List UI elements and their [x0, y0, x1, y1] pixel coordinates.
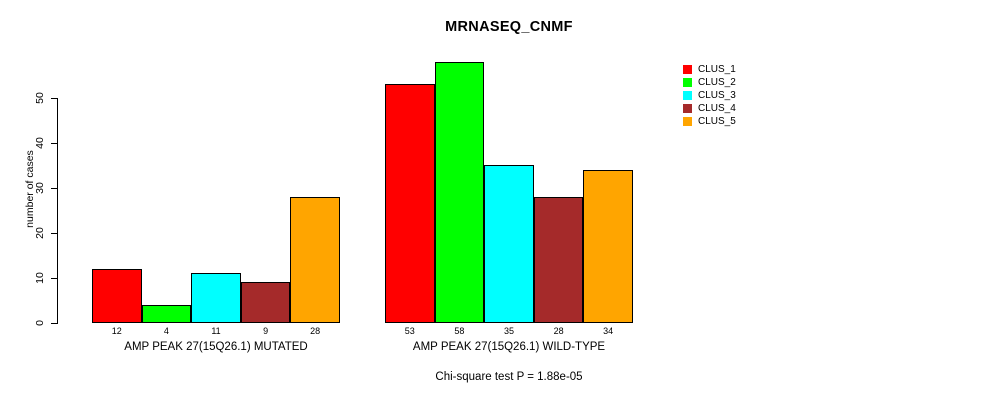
legend-swatch-clus_1 [683, 65, 692, 74]
y-tick [51, 277, 58, 279]
bar-clus_4 [240, 282, 291, 323]
chart-title: MRNASEQ_CNMF [445, 19, 573, 35]
y-tick-label: 30 [34, 181, 46, 194]
y-tick-label: 10 [34, 271, 46, 284]
bar-clus_2 [434, 61, 485, 323]
legend-label: CLUS_4 [698, 103, 736, 114]
legend-item: CLUS_4 [683, 102, 736, 115]
bar-value-label: 28 [310, 326, 321, 336]
legend-swatch-clus_3 [683, 91, 692, 100]
bar-value-label: 4 [163, 326, 169, 336]
bar-value-label: 35 [503, 326, 514, 336]
bar-clus_5 [290, 196, 340, 323]
bar-clus_5 [583, 169, 633, 323]
bar-clus_1 [92, 268, 142, 323]
y-tick-label: 50 [34, 91, 46, 104]
bar-clus_1 [385, 84, 435, 323]
bar-value-label: 12 [111, 326, 122, 336]
legend: CLUS_1 CLUS_2 CLUS_3 CLUS_4 CLUS_5 [683, 63, 736, 128]
bar-value-label: 28 [553, 326, 564, 336]
legend-item: CLUS_2 [683, 76, 736, 89]
bar-value-label: 11 [211, 326, 221, 336]
bar-value-label: 53 [404, 326, 415, 336]
bar-clus_3 [484, 165, 534, 323]
y-tick-label: 40 [34, 136, 46, 149]
category-label: AMP PEAK 27(15Q26.1) WILD-TYPE [412, 341, 606, 353]
legend-label: CLUS_5 [698, 116, 736, 127]
bar-clus_2 [141, 304, 192, 323]
legend-item: CLUS_1 [683, 63, 736, 76]
chi-square-annotation: Chi-square test P = 1.88e-05 [435, 371, 583, 383]
y-tick-label: 0 [34, 319, 46, 326]
y-axis-line [57, 97, 58, 324]
legend-item: CLUS_3 [683, 89, 736, 102]
legend-label: CLUS_3 [698, 90, 736, 101]
bar-value-label: 34 [603, 326, 614, 336]
y-tick [51, 142, 58, 144]
y-tick [51, 187, 58, 189]
y-tick [51, 322, 58, 324]
legend-swatch-clus_4 [683, 104, 692, 113]
legend-swatch-clus_5 [683, 117, 692, 126]
y-tick-label: 20 [34, 226, 46, 239]
legend-label: CLUS_1 [698, 64, 736, 75]
legend-item: CLUS_5 [683, 115, 736, 128]
y-tick [51, 97, 58, 99]
legend-swatch-clus_2 [683, 78, 692, 87]
bar-value-label: 58 [454, 326, 465, 336]
bar-clus_3 [191, 273, 241, 323]
legend-label: CLUS_2 [698, 77, 736, 88]
bar-value-label: 9 [263, 326, 269, 336]
bar-clus_4 [533, 196, 584, 323]
y-tick [51, 232, 58, 234]
category-label: AMP PEAK 27(15Q26.1) MUTATED [124, 341, 308, 353]
